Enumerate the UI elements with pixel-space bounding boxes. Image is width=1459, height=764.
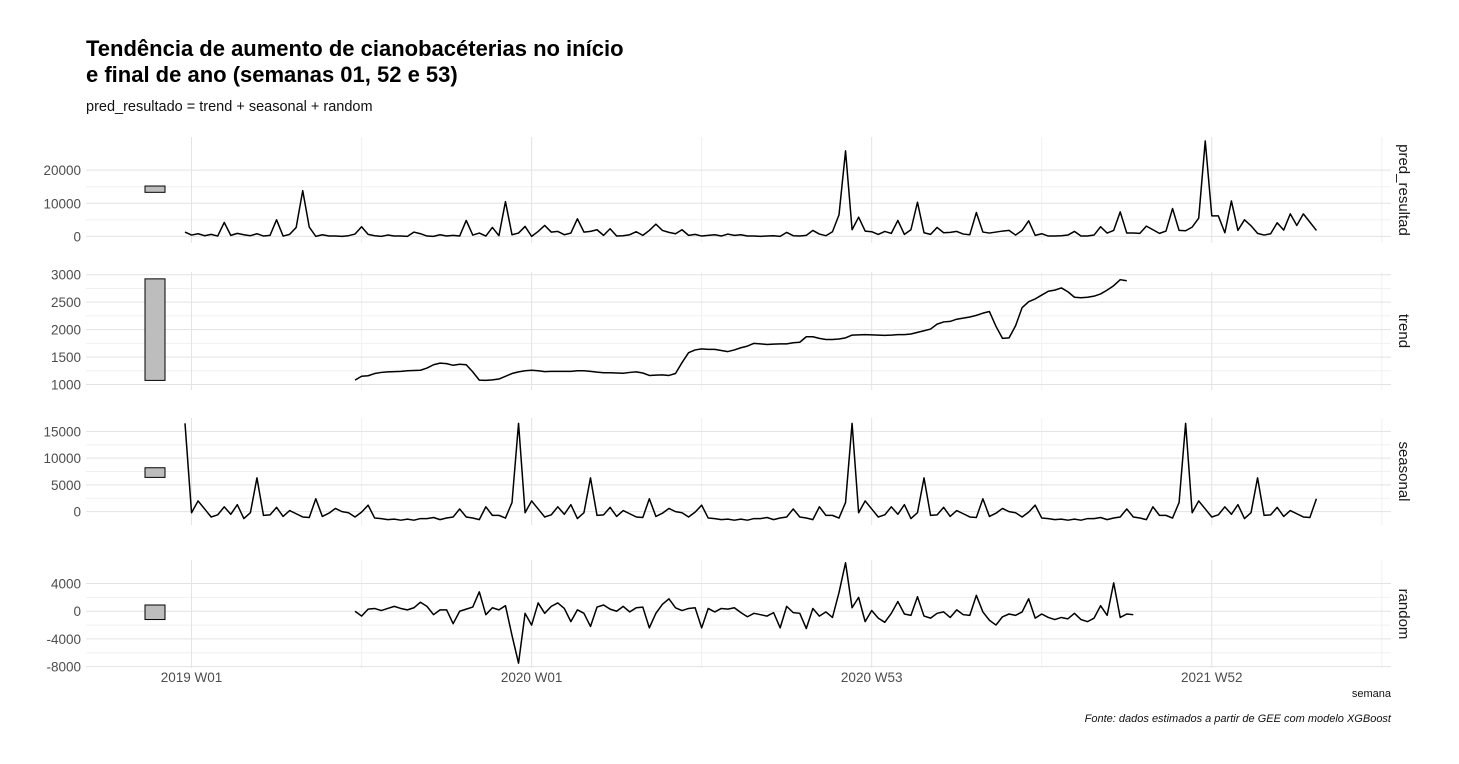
- range-bar: [144, 467, 166, 478]
- chart-caption: Fonte: dados estimados a partir de GEE c…: [1085, 713, 1392, 725]
- y-tick-label: 10000: [43, 451, 81, 466]
- y-tick-label: -8000: [46, 660, 81, 675]
- x-tick-label: 2020 W01: [501, 670, 563, 685]
- strip-label: random: [1395, 589, 1412, 640]
- panel-seasonal: 0 5000 10000 15000 seasonal: [43, 418, 1412, 525]
- y-tick-label: 1500: [51, 350, 81, 365]
- strip-label: pred_resultad: [1395, 144, 1412, 236]
- y-tick-label: 0: [73, 229, 81, 244]
- range-bar: [144, 278, 166, 381]
- x-axis: 2019 W01 2020 W01 2020 W53 2021 W52: [161, 670, 1243, 685]
- y-tick-label: 10000: [43, 196, 81, 211]
- range-bar: [144, 604, 166, 621]
- chart-title: Tendência de aumento de cianobacéterias …: [86, 36, 624, 87]
- chart-panels: 0 10000 20000 pred_resultad 1000 1500 2000 2500…: [43, 137, 1412, 675]
- panel-pred-resultad: 0 10000 20000 pred_resultad: [43, 137, 1412, 244]
- series-line: [184, 422, 1318, 521]
- y-tick-label: 20000: [43, 163, 81, 178]
- x-tick-label: 2021 W52: [1181, 670, 1243, 685]
- y-tick-label: 2500: [51, 295, 81, 310]
- y-tick-label: 4000: [51, 577, 81, 592]
- panel-random: -8000 -4000 0 4000 random: [46, 560, 1412, 675]
- strip-label: trend: [1395, 314, 1412, 348]
- chart-subtitle: pred_resultado = trend + seasonal + rand…: [86, 99, 373, 115]
- x-tick-label: 2019 W01: [161, 670, 223, 685]
- y-tick-label: -4000: [46, 632, 81, 647]
- y-tick-label: 5000: [51, 478, 81, 493]
- y-tick-label: 0: [73, 505, 81, 520]
- y-tick-label: 2000: [51, 323, 81, 338]
- series-line: [354, 278, 1127, 382]
- y-tick-label: 1000: [51, 378, 81, 393]
- series-line: [354, 562, 1134, 664]
- strip-label: seasonal: [1395, 441, 1412, 501]
- y-tick-label: 3000: [51, 268, 81, 283]
- range-bar: [144, 185, 166, 193]
- x-tick-label: 2020 W53: [841, 670, 903, 685]
- series-line: [184, 140, 1318, 238]
- x-axis-title: semana: [1352, 688, 1392, 700]
- panel-trend: 1000 1500 2000 2500 3000 trend: [51, 268, 1412, 393]
- y-tick-label: 0: [73, 604, 81, 619]
- y-tick-label: 15000: [43, 424, 81, 439]
